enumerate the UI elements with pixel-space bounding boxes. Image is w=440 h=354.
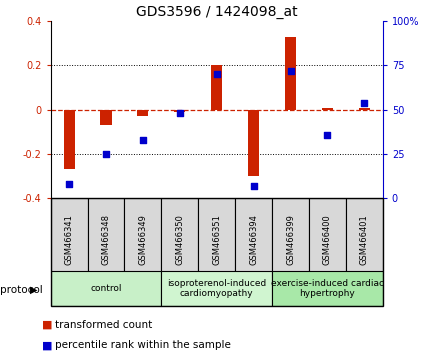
Text: control: control: [90, 284, 122, 293]
Bar: [137, 110, 148, 116]
Text: GSM466400: GSM466400: [323, 214, 332, 265]
Text: ■: ■: [42, 320, 52, 330]
Bar: [88, 198, 125, 271]
Text: ▶: ▶: [30, 285, 37, 295]
Bar: [174, 110, 185, 112]
Point: [250, 183, 257, 189]
Bar: [285, 37, 296, 110]
Text: transformed count: transformed count: [55, 320, 152, 330]
Point: [324, 132, 331, 137]
Text: protocol: protocol: [0, 285, 43, 295]
Bar: [211, 65, 222, 110]
Text: GSM466394: GSM466394: [249, 214, 258, 265]
Text: GSM466401: GSM466401: [360, 214, 369, 265]
Point: [361, 100, 368, 105]
Bar: [272, 271, 383, 306]
Title: GDS3596 / 1424098_at: GDS3596 / 1424098_at: [136, 5, 297, 19]
Bar: [51, 271, 161, 306]
Text: GSM466399: GSM466399: [286, 214, 295, 265]
Bar: [51, 198, 88, 271]
Text: GSM466341: GSM466341: [65, 214, 73, 265]
Text: GSM466349: GSM466349: [138, 214, 147, 265]
Bar: [359, 108, 370, 110]
Text: percentile rank within the sample: percentile rank within the sample: [55, 340, 231, 350]
Bar: [346, 198, 383, 271]
Bar: [161, 271, 272, 306]
Point: [103, 151, 110, 157]
Text: GSM466351: GSM466351: [212, 214, 221, 265]
Bar: [322, 108, 333, 110]
Bar: [63, 110, 75, 170]
Point: [213, 72, 220, 77]
Text: GSM466348: GSM466348: [102, 214, 110, 265]
Bar: [248, 110, 259, 176]
Point: [139, 137, 147, 143]
Bar: [161, 198, 198, 271]
Bar: [235, 198, 272, 271]
Text: GSM466350: GSM466350: [175, 214, 184, 265]
Point: [176, 110, 183, 116]
Bar: [309, 198, 346, 271]
Text: exercise-induced cardiac
hypertrophy: exercise-induced cardiac hypertrophy: [271, 279, 384, 298]
Bar: [198, 198, 235, 271]
Bar: [125, 198, 161, 271]
Bar: [272, 198, 309, 271]
Bar: [100, 110, 111, 125]
Text: ■: ■: [42, 340, 52, 350]
Point: [287, 68, 294, 74]
Text: isoproterenol-induced
cardiomyopathy: isoproterenol-induced cardiomyopathy: [167, 279, 266, 298]
Point: [66, 181, 73, 187]
